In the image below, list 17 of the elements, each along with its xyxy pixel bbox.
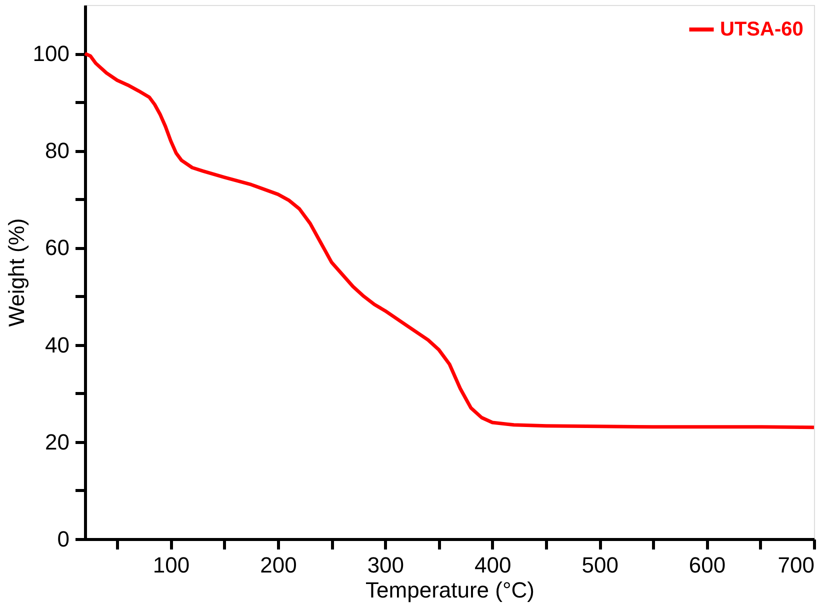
y-tick-label: 60 [45,235,70,260]
y-tick-label: 20 [45,429,70,454]
y-tick-label: 100 [32,41,70,66]
x-tick-label: 300 [367,552,404,578]
x-tick-label: 400 [474,552,512,578]
x-tick-label: 500 [582,552,618,578]
x-tick-label: 600 [688,552,726,578]
x-tick-label: 200 [260,552,297,578]
x-axis-title: Temperature (°C) [366,578,534,602]
x-tick-label: 100 [152,552,190,578]
x-tick-label: 700 [778,552,814,578]
y-tick-label: 80 [45,138,70,164]
line-series [83,52,816,430]
y-tick-label: 0 [57,526,70,552]
legend-label: UTSA-60 [720,18,804,40]
y-tick-label: 40 [45,332,70,358]
y-axis-title: Weight (%) [4,218,29,327]
